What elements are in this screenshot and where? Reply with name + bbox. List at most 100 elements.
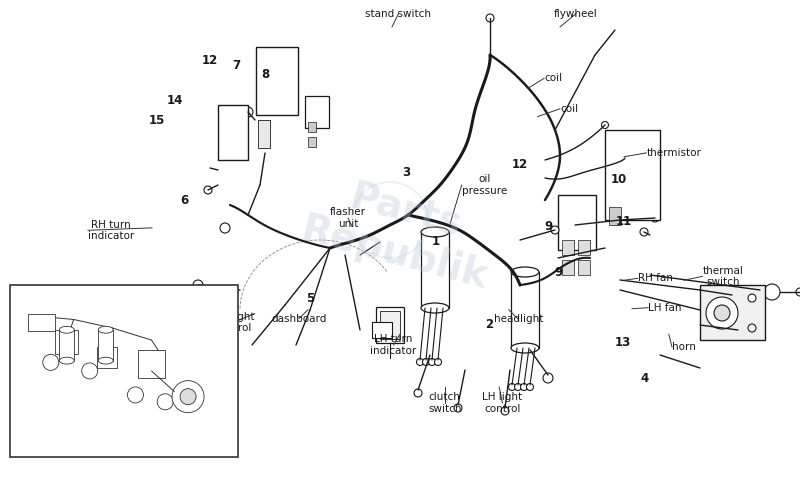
Circle shape xyxy=(726,289,738,301)
Circle shape xyxy=(651,214,659,222)
Text: 1: 1 xyxy=(432,235,440,247)
Circle shape xyxy=(204,186,212,194)
Bar xyxy=(98,330,113,361)
Text: clutch
switch: clutch switch xyxy=(428,392,462,414)
Circle shape xyxy=(486,14,494,22)
Circle shape xyxy=(454,404,462,412)
Circle shape xyxy=(509,384,515,391)
Text: RH fan: RH fan xyxy=(638,273,673,283)
Text: 6: 6 xyxy=(180,195,188,207)
Bar xyxy=(562,260,574,275)
Circle shape xyxy=(127,387,143,403)
Bar xyxy=(308,122,316,132)
Circle shape xyxy=(602,122,609,128)
Bar xyxy=(28,315,55,331)
Circle shape xyxy=(551,226,559,234)
Circle shape xyxy=(796,288,800,296)
Text: coil: coil xyxy=(560,104,578,114)
Ellipse shape xyxy=(421,227,449,237)
Bar xyxy=(609,207,621,225)
Text: flywheel: flywheel xyxy=(554,9,598,19)
Text: 3: 3 xyxy=(402,166,410,179)
Text: 12: 12 xyxy=(512,158,528,171)
Text: 15: 15 xyxy=(149,114,165,127)
Circle shape xyxy=(172,381,204,413)
Circle shape xyxy=(748,294,756,302)
Circle shape xyxy=(180,389,196,405)
Text: 12: 12 xyxy=(202,54,218,67)
Text: LH light
control: LH light control xyxy=(482,392,522,414)
Text: 13: 13 xyxy=(614,336,630,348)
Circle shape xyxy=(434,359,442,366)
Text: 5: 5 xyxy=(306,293,314,305)
Circle shape xyxy=(193,280,203,290)
Circle shape xyxy=(706,297,738,329)
Bar xyxy=(605,130,660,220)
Circle shape xyxy=(243,107,253,117)
Text: flasher
unit: flasher unit xyxy=(330,207,366,229)
Circle shape xyxy=(429,359,435,366)
Ellipse shape xyxy=(511,267,539,277)
Bar xyxy=(578,240,590,255)
Text: 4: 4 xyxy=(641,372,649,385)
Circle shape xyxy=(622,154,629,162)
Text: dashboard: dashboard xyxy=(271,314,327,323)
Text: 7: 7 xyxy=(232,59,240,72)
Bar xyxy=(97,347,117,368)
Text: LH turn
indicator: LH turn indicator xyxy=(370,334,417,356)
Circle shape xyxy=(514,384,522,391)
Text: thermistor: thermistor xyxy=(646,148,702,158)
Bar xyxy=(376,307,404,343)
Circle shape xyxy=(82,363,98,379)
Text: LH fan: LH fan xyxy=(648,303,682,313)
Circle shape xyxy=(422,359,430,366)
Text: 9: 9 xyxy=(554,266,562,279)
Circle shape xyxy=(744,291,752,299)
Circle shape xyxy=(739,286,757,304)
Text: headlight: headlight xyxy=(494,315,543,324)
Text: horn: horn xyxy=(672,342,696,352)
Text: RH light
control: RH light control xyxy=(213,312,254,333)
Bar xyxy=(138,350,165,378)
Text: 8: 8 xyxy=(262,68,270,81)
Bar xyxy=(10,285,238,457)
Text: stand switch: stand switch xyxy=(366,9,431,19)
Circle shape xyxy=(501,407,509,415)
Bar xyxy=(562,240,574,255)
Bar xyxy=(578,260,590,275)
Circle shape xyxy=(42,354,58,370)
Text: 2: 2 xyxy=(486,318,494,331)
Ellipse shape xyxy=(59,357,74,364)
Bar xyxy=(308,137,316,147)
Text: 9: 9 xyxy=(545,220,553,233)
Bar xyxy=(511,272,539,348)
Bar xyxy=(55,330,78,354)
Bar xyxy=(558,195,596,250)
Ellipse shape xyxy=(98,357,113,364)
Text: oil
pressure: oil pressure xyxy=(462,174,507,196)
Circle shape xyxy=(748,324,756,332)
Text: 14: 14 xyxy=(166,95,182,107)
Circle shape xyxy=(521,384,527,391)
Bar xyxy=(421,232,449,308)
Circle shape xyxy=(526,384,534,391)
Circle shape xyxy=(714,305,730,321)
Ellipse shape xyxy=(59,326,74,333)
Text: thermal
switch: thermal switch xyxy=(702,266,743,287)
Circle shape xyxy=(220,223,230,233)
Circle shape xyxy=(417,359,423,366)
Circle shape xyxy=(157,394,173,410)
Bar xyxy=(305,96,329,128)
Bar xyxy=(218,105,248,160)
Circle shape xyxy=(414,389,422,397)
Circle shape xyxy=(764,284,780,300)
Text: 10: 10 xyxy=(611,173,627,186)
Text: RH turn
indicator: RH turn indicator xyxy=(88,220,134,241)
Text: Parts
Republik: Parts Republik xyxy=(297,168,503,296)
Bar xyxy=(59,330,74,361)
Circle shape xyxy=(543,373,553,383)
Text: brake light
switch: brake light switch xyxy=(136,312,192,333)
Circle shape xyxy=(732,324,744,336)
Bar xyxy=(700,285,765,340)
Text: 11: 11 xyxy=(616,215,632,228)
